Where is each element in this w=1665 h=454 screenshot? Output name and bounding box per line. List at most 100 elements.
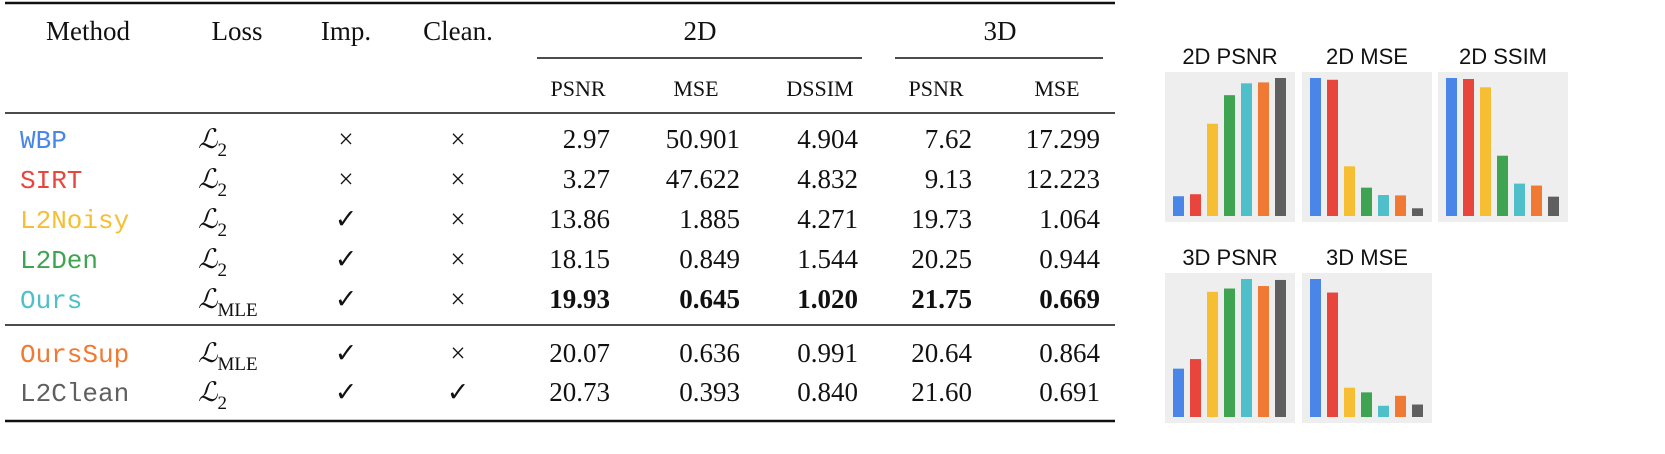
loss-symbol: ℒ [198,377,218,407]
bar [1480,87,1491,216]
header: Clean. [423,16,493,46]
cell: 0.864 [1039,338,1100,368]
loss-sub: MLE [217,300,257,321]
cell: 20.07 [549,338,610,368]
bar [1412,404,1423,417]
cell: 20.25 [911,244,972,274]
bar [1446,78,1457,216]
loss-sub: 2 [217,140,227,161]
bar [1258,82,1269,216]
loss: ℒ2 [198,377,227,414]
cell: 17.299 [1026,124,1100,154]
header: Method [46,16,130,46]
subheader: MSE [1034,76,1079,101]
subheader: DSSIM [786,76,853,101]
chart-title: 3D PSNR [1182,245,1277,270]
bar [1497,155,1508,216]
cell: 0.840 [797,377,858,407]
loss: ℒ2 [198,244,227,281]
imp: × [338,164,353,194]
cell: 18.15 [549,244,610,274]
bar [1463,78,1474,216]
cell: 0.944 [1039,244,1100,274]
cell: 19.93 [549,284,610,314]
header: 3D [984,16,1017,46]
clean: × [450,164,465,194]
cell: 1.020 [797,284,858,314]
imp: ✓ [335,244,358,274]
bar [1275,78,1286,216]
bar [1344,166,1355,216]
bar [1378,195,1389,216]
loss-sub: MLE [217,354,257,375]
cell: 0.393 [679,377,740,407]
cell: 0.669 [1039,284,1100,314]
bar [1241,83,1252,216]
subheader: MSE [673,76,718,101]
cell: 2.97 [563,124,610,154]
bar [1310,78,1321,216]
cell: 4.832 [797,164,858,194]
bar [1190,359,1201,417]
loss-sub: 2 [217,220,227,241]
bar [1275,279,1286,417]
loss-sub: 2 [217,180,227,201]
clean: × [450,284,465,314]
cell: 20.73 [549,377,610,407]
cell: 1.064 [1039,204,1100,234]
bar [1344,387,1355,417]
cell: 47.622 [666,164,740,194]
loss-sub: 2 [217,393,227,414]
bar [1548,196,1559,216]
loss-symbol: ℒ [198,204,218,234]
clean: × [450,204,465,234]
method: WBP [20,126,67,156]
method: Ours [20,286,82,316]
bar [1378,405,1389,417]
bar [1190,194,1201,216]
method: L2Den [20,246,98,276]
loss: ℒ2 [198,124,227,161]
bar [1173,368,1184,417]
imp: ✓ [335,284,358,314]
cell: 4.904 [797,124,858,154]
bar [1207,123,1218,216]
bar [1412,208,1423,216]
loss: ℒ2 [198,204,227,241]
clean: × [450,124,465,154]
bar [1224,288,1235,417]
cell: 0.849 [679,244,740,274]
clean: × [450,244,465,274]
method: L2Clean [20,379,129,409]
cell: 0.636 [679,338,740,368]
bar [1173,196,1184,216]
cell: 0.645 [679,284,740,314]
bar [1395,395,1406,417]
loss: ℒMLE [198,338,258,375]
bar [1310,279,1321,417]
subheader: PSNR [908,76,963,101]
method: OursSup [20,340,129,370]
chart-title: 2D PSNR [1182,44,1277,69]
cell: 21.75 [911,284,972,314]
loss: ℒMLE [198,284,258,321]
cell: 4.271 [797,204,858,234]
cell: 21.60 [911,377,972,407]
cell: 12.223 [1026,164,1100,194]
header: Loss [211,16,262,46]
bar [1327,79,1338,216]
cell: 1.544 [797,244,858,274]
bar [1531,185,1542,216]
loss-symbol: ℒ [198,124,218,154]
bar [1258,286,1269,417]
bar [1361,187,1372,216]
chart-title: 2D SSIM [1459,44,1547,69]
subheader: PSNR [550,76,605,101]
method: L2Noisy [20,206,129,236]
loss-sub: 2 [217,260,227,281]
clean: ✓ [447,377,470,407]
cell: 13.86 [549,204,610,234]
loss-symbol: ℒ [198,164,218,194]
loss-symbol: ℒ [198,244,218,274]
